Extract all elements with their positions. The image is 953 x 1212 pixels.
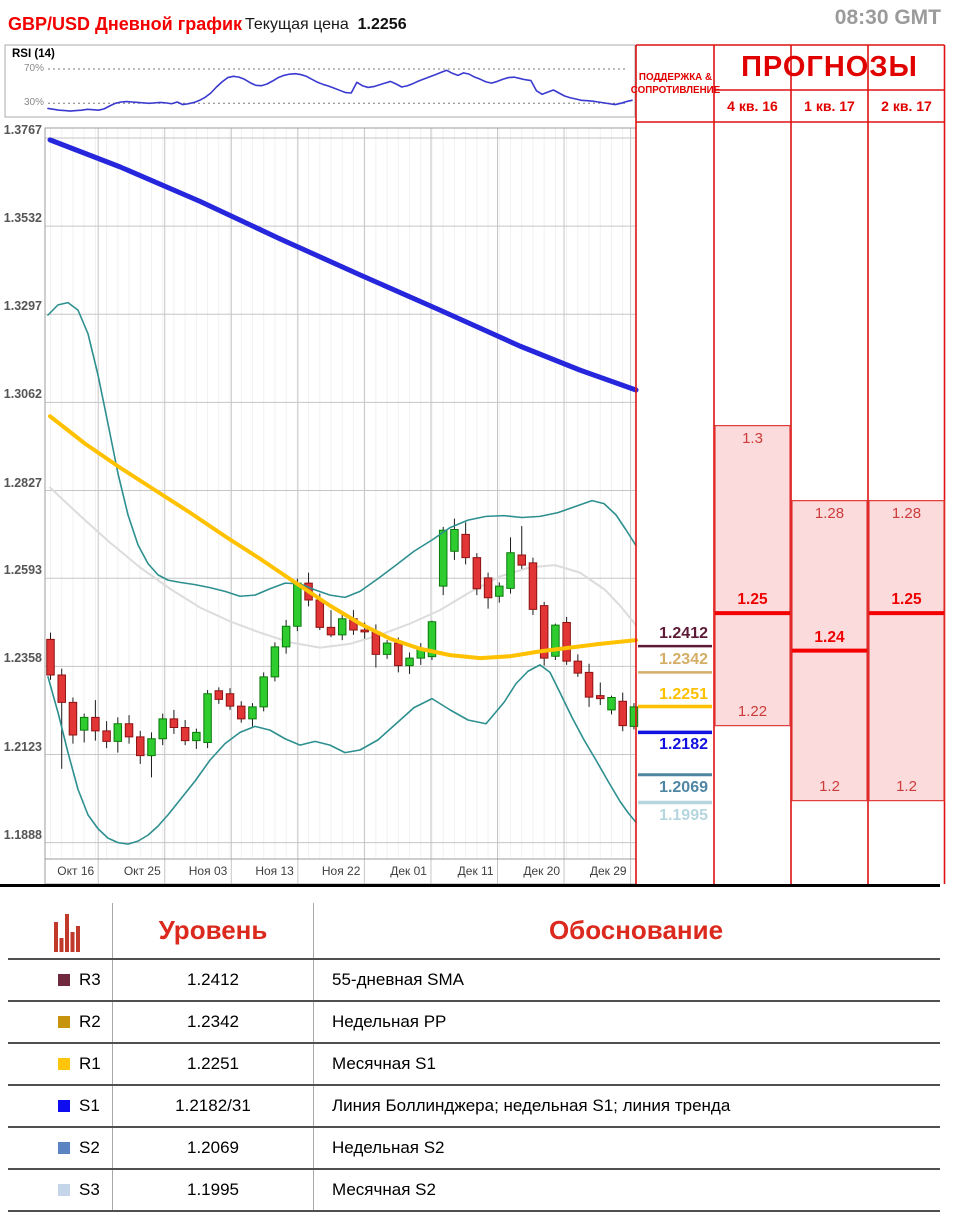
level-column-header: Уровень — [112, 903, 313, 958]
current-price-value: 1.2256 — [357, 16, 407, 33]
table-row-r2: R2 1.2342 Недельная PP — [8, 1002, 940, 1044]
histogram-icon — [8, 903, 112, 958]
s1-swatch — [58, 1100, 70, 1112]
table-row-s3: S3 1.1995 Месячная S2 — [8, 1170, 940, 1212]
s2-swatch — [58, 1142, 70, 1154]
r2-swatch — [58, 1016, 70, 1028]
support-resistance-header: ПОДДЕРЖКА & СОПРОТИВЛЕНИЕ — [630, 71, 721, 96]
r1-swatch — [58, 1058, 70, 1070]
table-row-r3: R3 1.2412 55-дневная SMA — [8, 960, 940, 1002]
forecast-column-q1-17: 1 кв. 17 — [804, 98, 855, 114]
gmt-time: 08:30 GMT — [834, 6, 941, 29]
table-row-s1: S1 1.2182/31 Линия Боллинджера; недельна… — [8, 1086, 940, 1128]
table-row-s2: S2 1.2069 Недельная S2 — [8, 1128, 940, 1170]
forecast-column-q2-17: 2 кв. 17 — [881, 98, 932, 114]
rsi-upper-tick: 70% — [23, 63, 44, 74]
s3-swatch — [58, 1184, 70, 1196]
forecast-column-q4-16: 4 кв. 16 — [727, 98, 778, 114]
table-row-r1: R1 1.2251 Месячная S1 — [8, 1044, 940, 1086]
current-price-label: Текущая цена — [245, 16, 349, 33]
levels-table-header: Уровень Обоснование — [8, 903, 940, 960]
rsi-label: RSI (14) — [12, 48, 55, 60]
rsi-lower-tick: 30% — [23, 97, 44, 108]
r3-swatch — [58, 974, 70, 986]
page-title: GBP/USD Дневной график — [8, 14, 243, 34]
reason-column-header: Обоснование — [313, 903, 940, 958]
forecasts-title: ПРОГНОЗЫ — [741, 51, 918, 83]
current-price: Текущая цена 1.2256 — [245, 16, 407, 34]
levels-table: Уровень Обоснование R3 1.2412 55-дневная… — [8, 903, 940, 1212]
